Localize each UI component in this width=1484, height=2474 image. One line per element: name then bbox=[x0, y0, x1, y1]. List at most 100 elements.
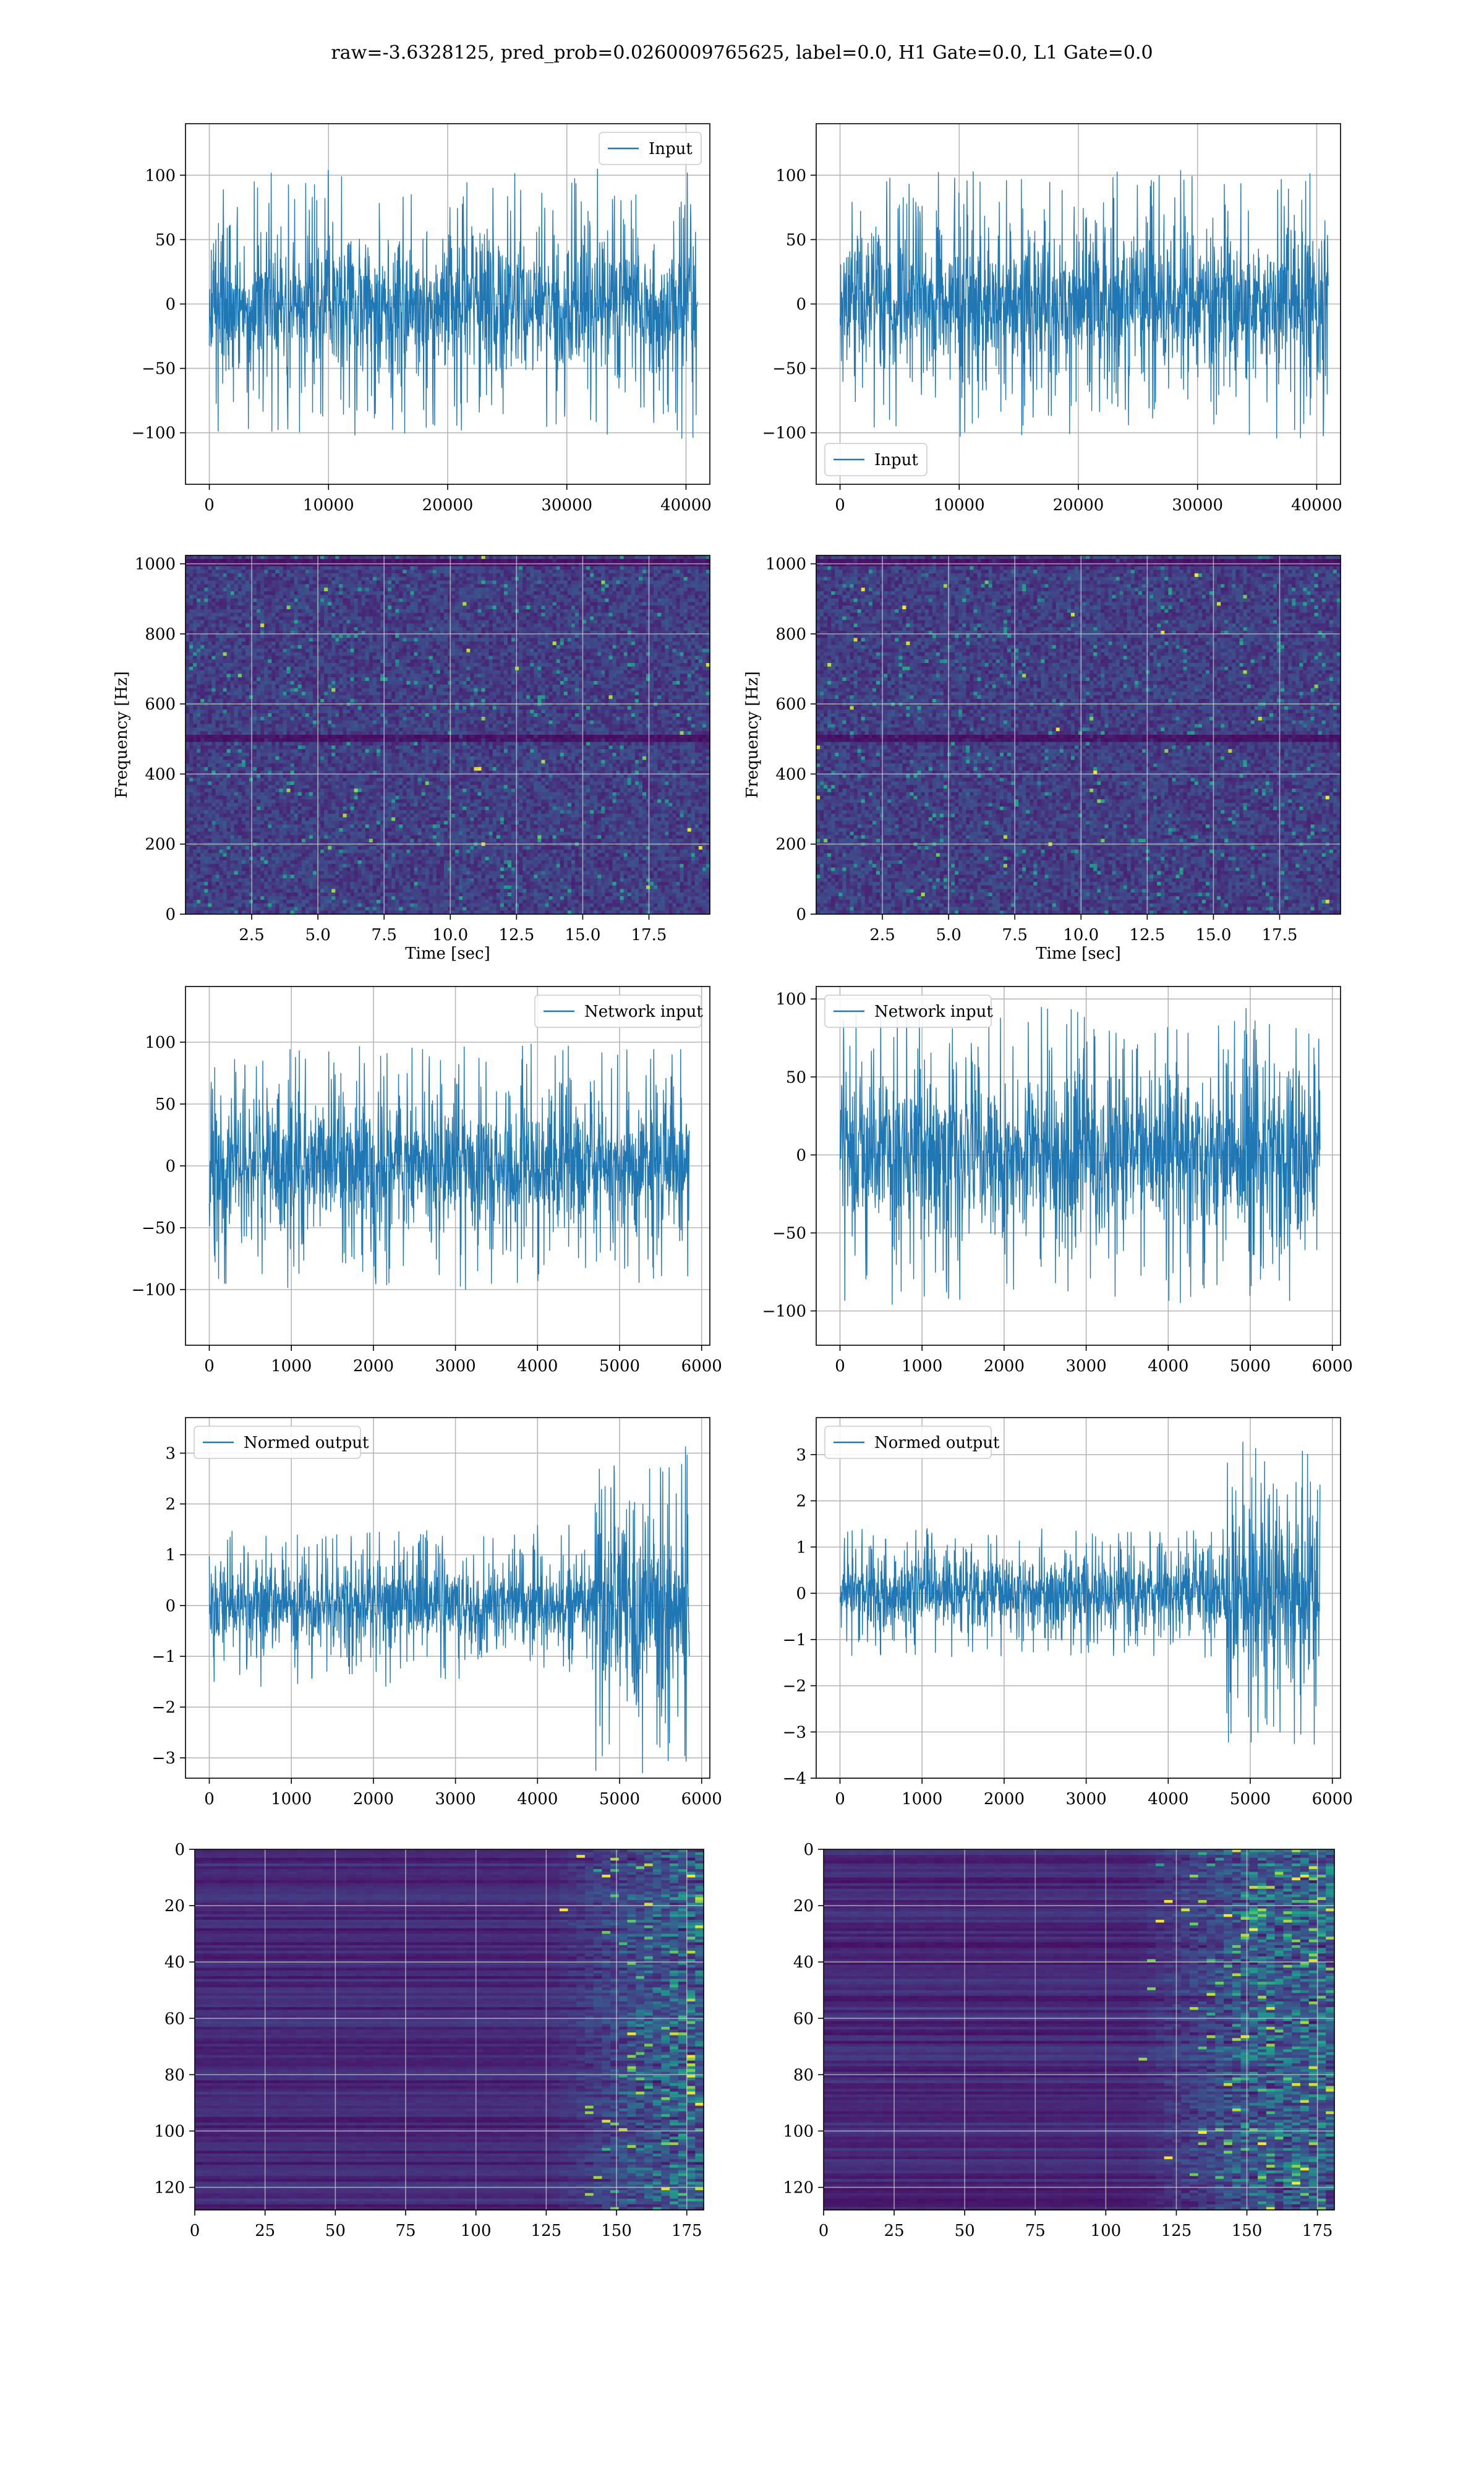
heatmap-cell bbox=[433, 591, 437, 595]
heatmap-cell bbox=[571, 602, 576, 606]
heatmap-cell bbox=[474, 555, 478, 559]
heatmap-cell bbox=[437, 595, 441, 599]
heatmap-cell bbox=[676, 591, 681, 595]
heatmap-cell bbox=[466, 653, 471, 656]
heatmap-cell bbox=[624, 613, 628, 617]
heatmap-cell bbox=[504, 663, 508, 667]
heatmap-cell bbox=[541, 663, 545, 667]
heatmap-cell bbox=[275, 591, 279, 595]
heatmap-cell bbox=[268, 663, 272, 667]
heatmap-cell bbox=[657, 555, 662, 559]
heatmap-cell bbox=[238, 570, 242, 573]
heatmap-cell bbox=[478, 620, 482, 623]
heatmap-cell bbox=[661, 635, 665, 638]
heatmap-cell bbox=[231, 606, 235, 609]
heatmap-cell bbox=[628, 609, 632, 613]
heatmap-cell bbox=[208, 595, 212, 599]
heatmap-cell bbox=[444, 623, 448, 627]
heatmap-cell bbox=[474, 620, 478, 623]
heatmap-cell bbox=[635, 620, 639, 623]
heatmap-cell bbox=[422, 656, 426, 659]
heatmap-cell bbox=[433, 573, 437, 577]
heatmap-cell bbox=[620, 635, 625, 638]
heatmap-cell bbox=[594, 617, 598, 620]
heatmap-cell bbox=[362, 670, 366, 674]
heatmap-cell bbox=[410, 573, 414, 577]
heatmap-cell bbox=[414, 555, 419, 559]
heatmap-cell bbox=[474, 591, 478, 595]
heatmap-cell bbox=[287, 653, 291, 656]
heatmap-cell bbox=[410, 635, 414, 638]
heatmap-cell bbox=[639, 588, 643, 591]
heatmap-cell bbox=[331, 559, 336, 563]
heatmap-cell bbox=[324, 573, 328, 577]
heatmap-cell bbox=[654, 617, 658, 620]
heatmap-cell bbox=[369, 623, 373, 627]
heatmap-cell bbox=[500, 627, 505, 631]
heatmap-cell bbox=[238, 627, 242, 631]
heatmap-cell bbox=[208, 656, 212, 659]
heatmap-cell bbox=[665, 599, 669, 602]
heatmap-cell bbox=[672, 606, 676, 609]
heatmap-cell bbox=[609, 559, 613, 563]
heatmap-cell bbox=[305, 638, 310, 641]
heatmap-cell bbox=[515, 613, 519, 617]
heatmap-cell bbox=[556, 663, 561, 667]
heatmap-cell bbox=[328, 613, 332, 617]
heatmap-cell bbox=[459, 635, 463, 638]
heatmap-cell bbox=[365, 617, 370, 620]
heatmap-cell bbox=[657, 667, 662, 670]
heatmap-cell bbox=[455, 570, 459, 573]
heatmap-cell bbox=[354, 581, 359, 584]
heatmap-cell bbox=[478, 656, 482, 659]
heatmap-cell bbox=[628, 595, 632, 599]
heatmap-cell bbox=[216, 606, 220, 609]
heatmap-cell bbox=[291, 620, 295, 623]
heatmap-cell bbox=[444, 577, 448, 581]
heatmap-cell bbox=[283, 563, 288, 567]
heatmap-cell bbox=[631, 641, 636, 645]
heatmap-cell bbox=[238, 584, 242, 588]
heatmap-cell bbox=[231, 577, 235, 581]
heatmap-cell bbox=[410, 577, 414, 581]
heatmap-cell bbox=[298, 595, 302, 599]
heatmap-cell bbox=[268, 577, 272, 581]
heatmap-cell bbox=[642, 659, 647, 663]
heatmap-cell bbox=[354, 641, 359, 645]
heatmap-cell bbox=[568, 617, 572, 620]
heatmap-cell bbox=[227, 573, 231, 577]
heatmap-cell bbox=[631, 584, 636, 588]
heatmap-cell bbox=[699, 606, 703, 609]
heatmap-cell bbox=[545, 649, 550, 653]
heatmap-cell bbox=[515, 623, 519, 627]
heatmap-cell bbox=[564, 566, 568, 570]
heatmap-cell bbox=[605, 635, 609, 638]
heatmap-cell bbox=[200, 606, 205, 609]
heatmap-cell bbox=[429, 649, 433, 653]
heatmap-cell bbox=[279, 645, 283, 649]
heatmap-cell bbox=[186, 653, 190, 656]
heatmap-cell bbox=[616, 667, 621, 670]
heatmap-cell bbox=[208, 653, 212, 656]
heatmap-cell bbox=[635, 577, 639, 581]
heatmap-cell bbox=[324, 649, 328, 653]
heatmap-cell bbox=[556, 635, 561, 638]
heatmap-cell bbox=[347, 645, 351, 649]
heatmap-cell bbox=[564, 563, 568, 567]
heatmap-cell bbox=[328, 663, 332, 667]
heatmap-cell bbox=[331, 602, 336, 606]
heatmap-cell bbox=[268, 659, 272, 663]
heatmap-cell bbox=[313, 649, 317, 653]
heatmap-cell bbox=[448, 667, 452, 670]
heatmap-cell bbox=[317, 591, 321, 595]
heatmap-cell bbox=[691, 617, 696, 620]
heatmap-cell bbox=[511, 602, 516, 606]
heatmap-cell bbox=[549, 638, 553, 641]
heatmap-cell bbox=[245, 623, 250, 627]
heatmap-cell bbox=[317, 581, 321, 584]
heatmap-cell bbox=[391, 638, 396, 641]
heatmap-cell bbox=[365, 613, 370, 617]
heatmap-cell bbox=[489, 627, 493, 631]
heatmap-cell bbox=[275, 606, 279, 609]
heatmap-cell bbox=[410, 581, 414, 584]
